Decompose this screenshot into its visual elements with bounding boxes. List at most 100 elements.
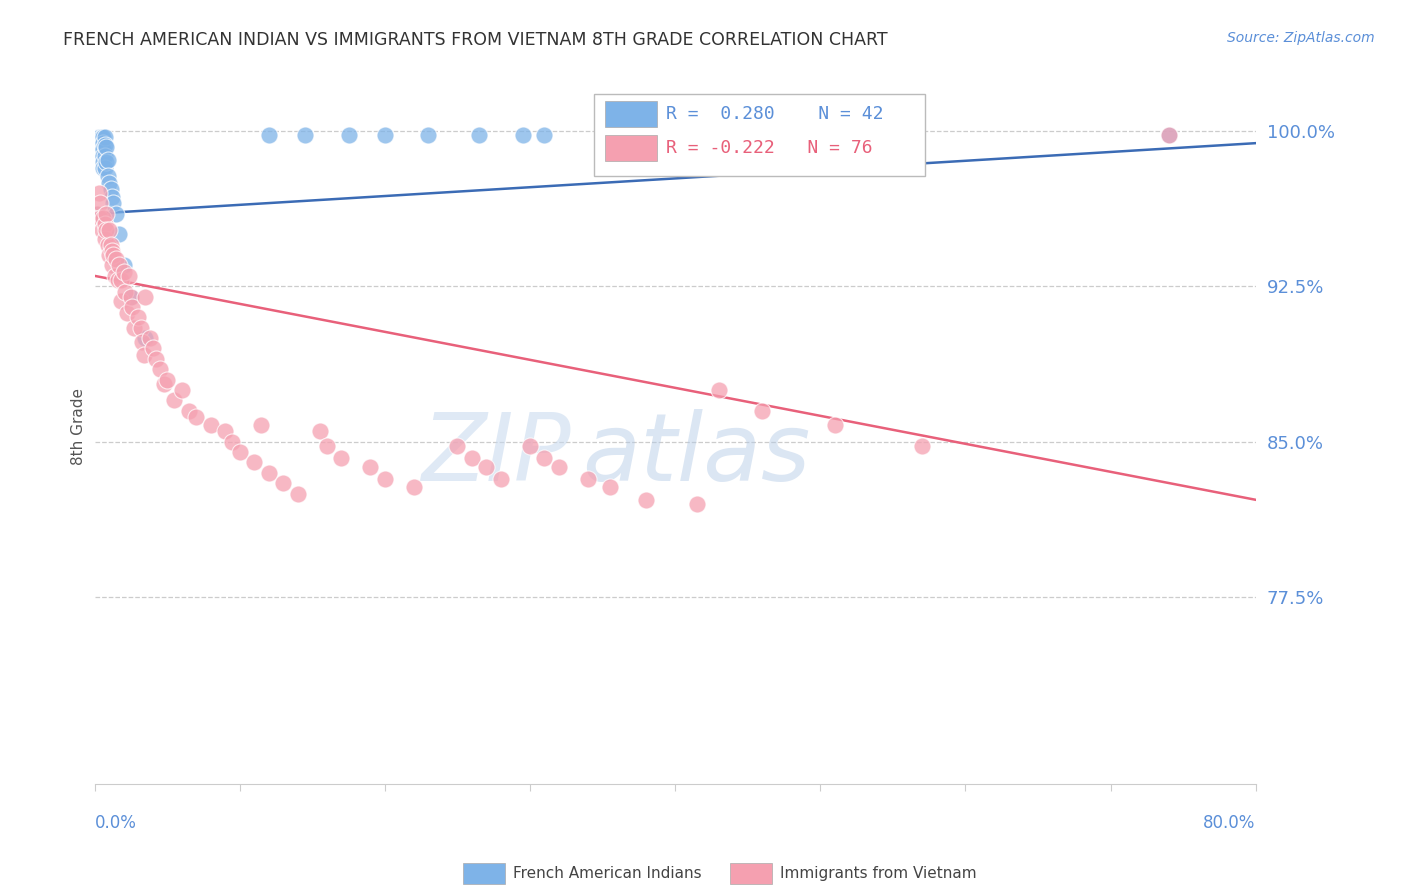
Point — [1157, 128, 1180, 142]
Point — [636, 492, 658, 507]
Point — [91, 211, 114, 225]
Point — [257, 128, 280, 142]
Point — [468, 128, 491, 142]
Point — [107, 273, 129, 287]
Point — [96, 154, 118, 169]
Text: Source: ZipAtlas.com: Source: ZipAtlas.com — [1227, 31, 1375, 45]
Point — [115, 306, 138, 320]
Point — [93, 148, 115, 162]
Point — [96, 140, 118, 154]
Point — [100, 182, 122, 196]
Point — [374, 128, 396, 142]
Point — [93, 130, 115, 145]
Point — [100, 237, 122, 252]
Point — [91, 130, 114, 145]
Point — [110, 293, 132, 308]
Text: French American Indians: French American Indians — [513, 866, 702, 880]
Point — [446, 439, 468, 453]
Point — [90, 223, 112, 237]
Point — [599, 480, 621, 494]
FancyBboxPatch shape — [593, 94, 925, 176]
Point — [461, 451, 484, 466]
Point — [93, 231, 115, 245]
Point — [101, 244, 124, 258]
Point — [93, 217, 115, 231]
Point — [86, 207, 108, 221]
Point — [308, 425, 330, 439]
Point — [1157, 128, 1180, 142]
Point — [153, 376, 176, 391]
Point — [149, 362, 172, 376]
Point — [93, 138, 115, 153]
Point — [271, 476, 294, 491]
Point — [105, 252, 128, 267]
Point — [120, 290, 142, 304]
Point — [707, 383, 730, 397]
Text: Immigrants from Vietnam: Immigrants from Vietnam — [780, 866, 977, 880]
Point — [134, 290, 156, 304]
Point — [101, 259, 124, 273]
Point — [475, 459, 498, 474]
Text: FRENCH AMERICAN INDIAN VS IMMIGRANTS FROM VIETNAM 8TH GRADE CORRELATION CHART: FRENCH AMERICAN INDIAN VS IMMIGRANTS FRO… — [63, 31, 889, 49]
Point — [98, 248, 121, 262]
Point — [257, 466, 280, 480]
Point — [122, 320, 145, 334]
Point — [98, 223, 121, 237]
FancyBboxPatch shape — [606, 135, 657, 161]
Point — [90, 142, 112, 156]
Point — [533, 451, 555, 466]
Point — [330, 451, 353, 466]
Text: 80.0%: 80.0% — [1204, 814, 1256, 832]
Point — [91, 136, 114, 150]
Point — [104, 268, 127, 283]
Point — [200, 418, 222, 433]
Point — [108, 259, 131, 273]
Point — [132, 348, 155, 362]
Point — [287, 486, 309, 500]
Point — [97, 237, 120, 252]
Point — [90, 148, 112, 162]
Point — [533, 128, 555, 142]
Point — [97, 153, 120, 167]
Text: 0.0%: 0.0% — [94, 814, 136, 832]
Point — [221, 434, 243, 449]
Point — [250, 418, 273, 433]
Point — [134, 331, 156, 345]
Point — [121, 300, 143, 314]
Point — [89, 196, 111, 211]
Point — [87, 130, 110, 145]
Point — [91, 142, 114, 156]
Point — [243, 455, 266, 469]
Point — [911, 439, 934, 453]
Point — [91, 148, 114, 162]
Point — [112, 259, 135, 273]
Point — [96, 223, 118, 237]
Point — [91, 161, 114, 175]
Point — [177, 403, 200, 417]
Point — [686, 497, 709, 511]
Point — [214, 425, 236, 439]
Point — [145, 351, 167, 366]
Point — [751, 403, 773, 417]
Point — [90, 130, 112, 145]
Point — [519, 439, 541, 453]
Point — [89, 130, 111, 145]
Point — [186, 409, 208, 424]
Point — [98, 176, 121, 190]
Point — [337, 128, 360, 142]
Point — [103, 196, 125, 211]
Point — [127, 310, 149, 325]
Text: R = -0.222   N = 76: R = -0.222 N = 76 — [666, 139, 873, 157]
Point — [156, 372, 179, 386]
Point — [114, 285, 136, 300]
Point — [294, 128, 316, 142]
FancyBboxPatch shape — [606, 102, 657, 128]
Point — [86, 207, 108, 221]
Point — [108, 227, 131, 242]
Y-axis label: 8th Grade: 8th Grade — [72, 388, 86, 465]
Point — [138, 331, 160, 345]
Point — [90, 136, 112, 150]
Point — [96, 207, 118, 221]
Point — [112, 265, 135, 279]
Point — [131, 335, 153, 350]
